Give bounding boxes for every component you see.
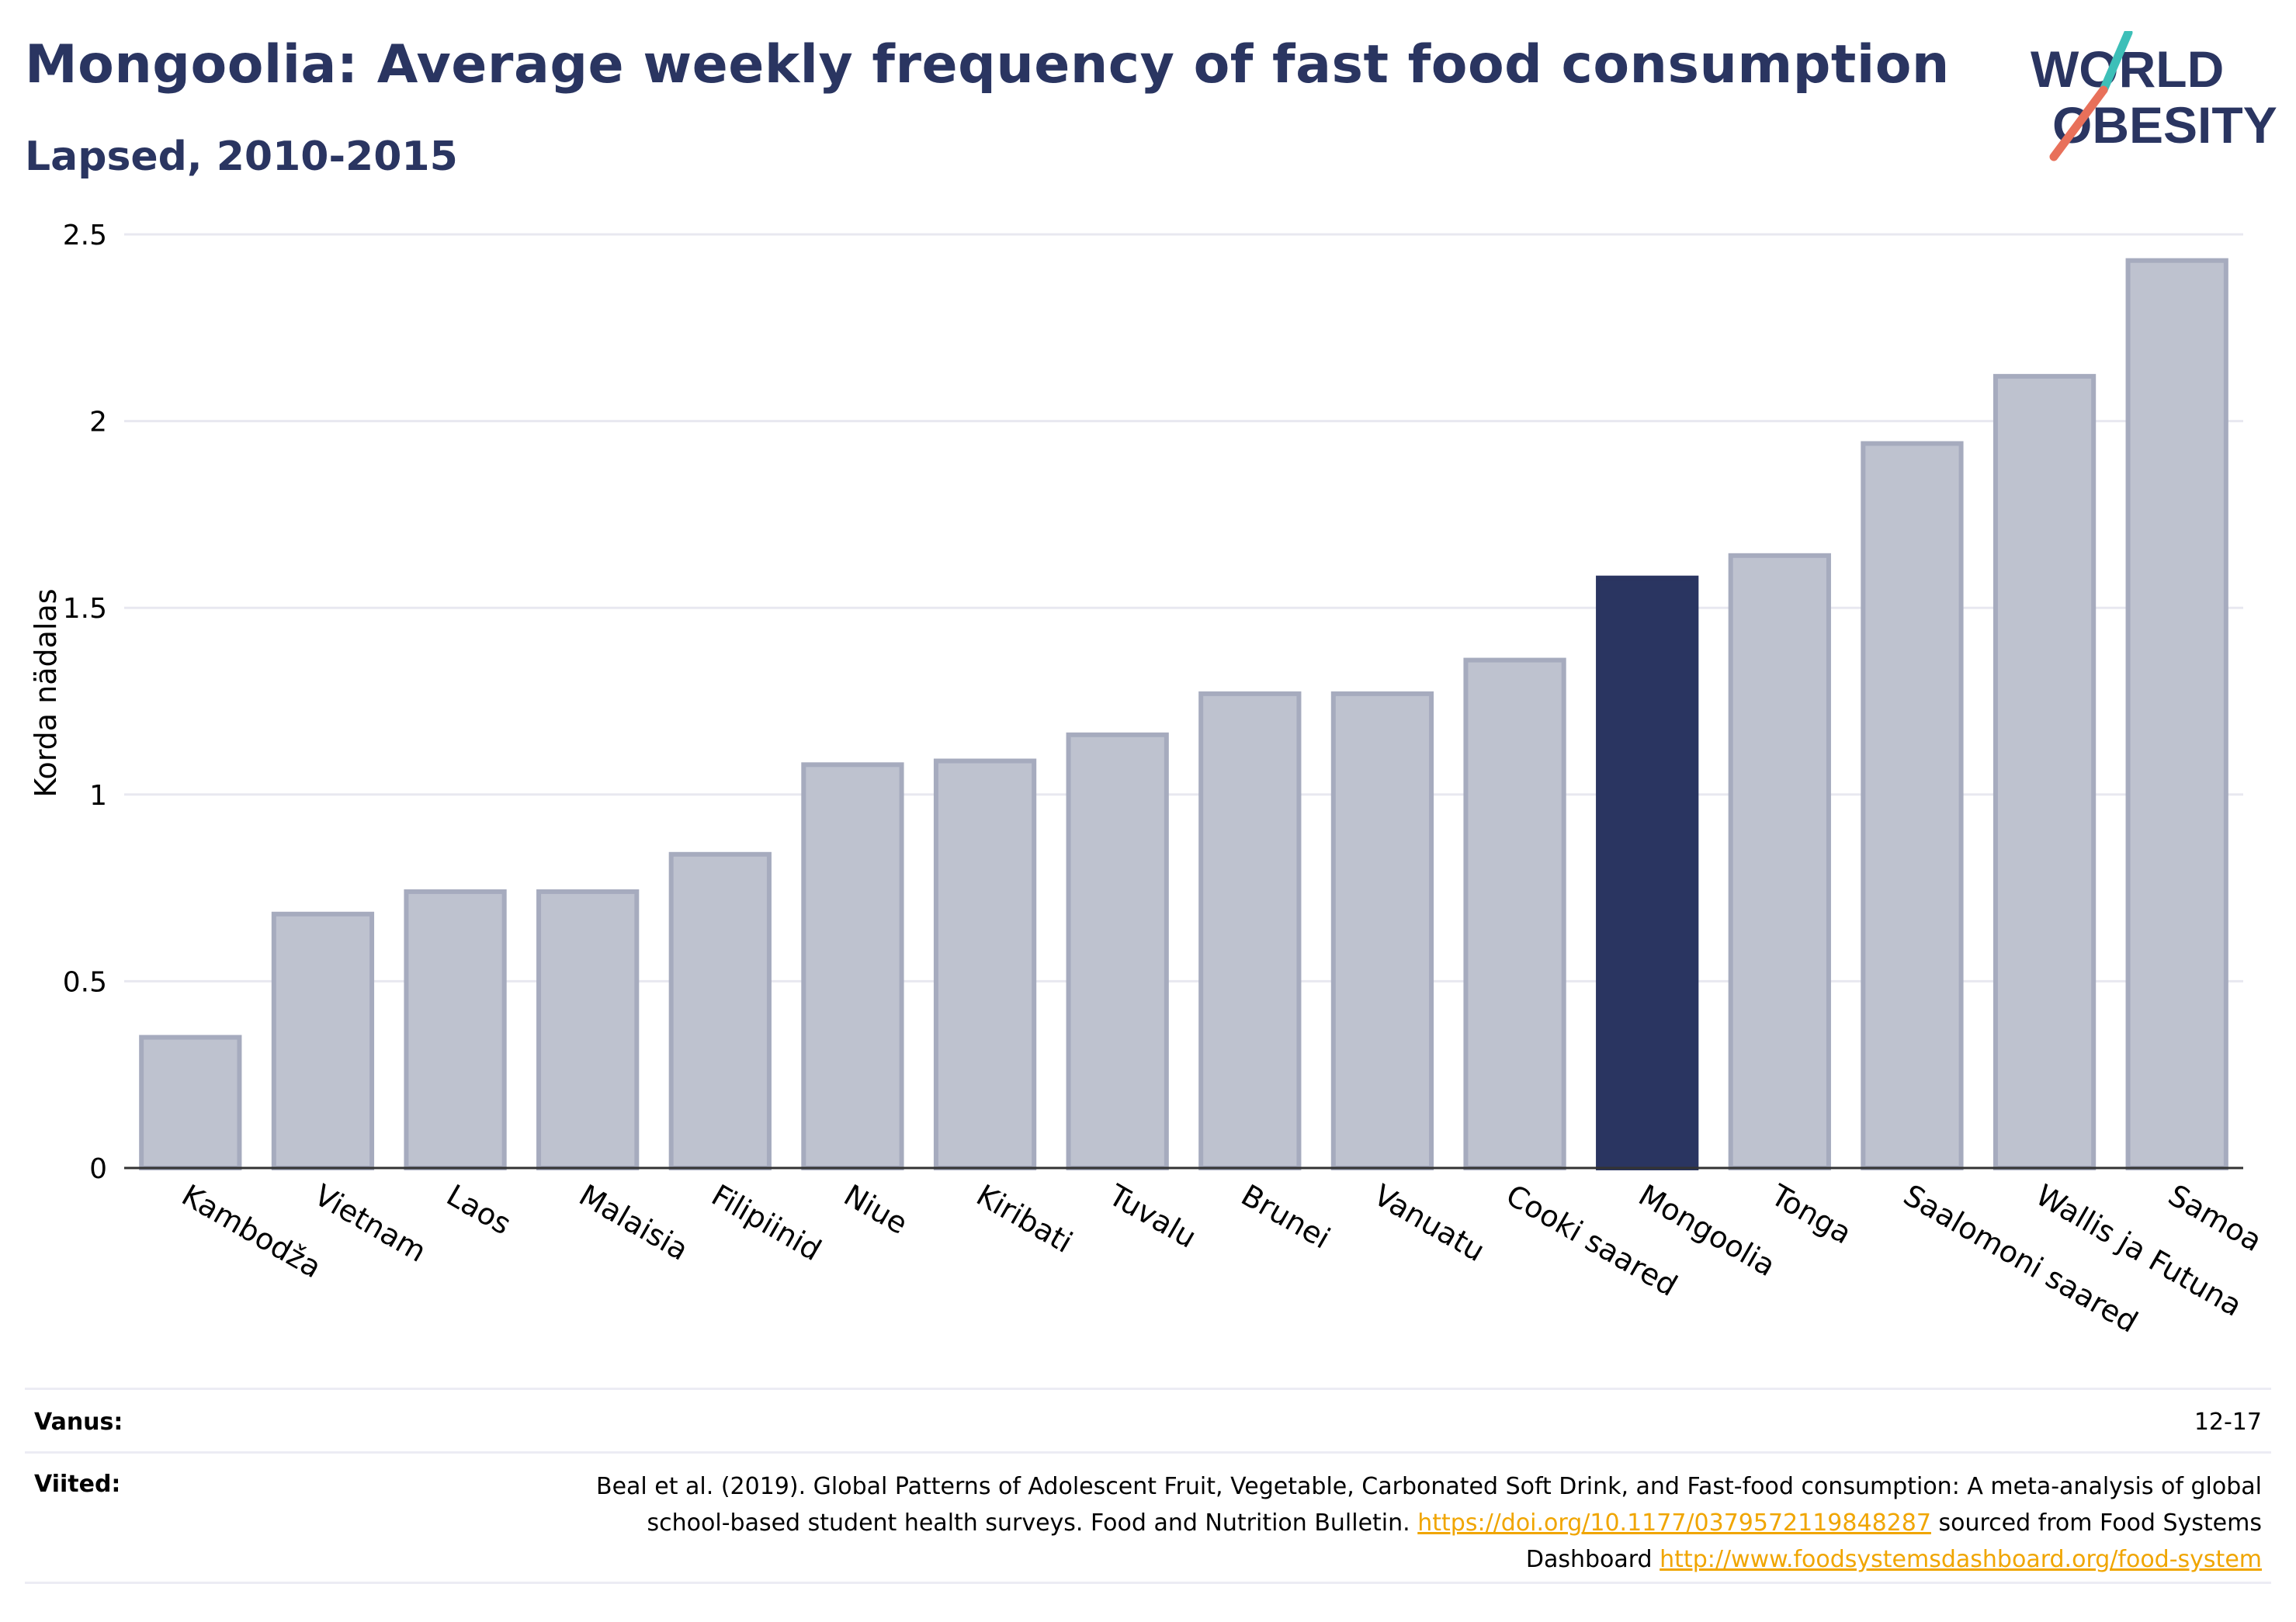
footer-divider-top [25, 1388, 2271, 1390]
x-tick-label: Niue [838, 1178, 914, 1241]
bar-malaisia[interactable] [536, 889, 640, 1170]
y-tick-label: 0.5 [63, 966, 107, 998]
footer-divider-bottom [25, 1582, 2271, 1584]
x-tick-label: Samoa [2162, 1178, 2267, 1259]
bar-vietnam[interactable] [271, 911, 375, 1171]
bar-brunei[interactable] [1198, 691, 1302, 1170]
bar-samoa[interactable] [2125, 258, 2228, 1171]
footer-divider-middle [25, 1451, 2271, 1454]
bar-kiribati[interactable] [933, 758, 1037, 1170]
y-tick-label: 1 [89, 780, 107, 812]
bar-cooki-saared[interactable] [1463, 657, 1566, 1170]
y-tick-label: 1.5 [63, 593, 107, 625]
bar-tonga[interactable] [1728, 553, 1831, 1170]
x-tick-label: Saalomoni saared [1898, 1178, 2144, 1340]
logo-slash-red [2049, 85, 2108, 161]
bar-niue[interactable] [801, 762, 904, 1170]
x-tick-label: Tuvalu [1102, 1177, 1202, 1255]
x-tick-label: Vanuatu [1368, 1178, 1490, 1268]
world-obesity-logo: WORLD OBESITY [2031, 31, 2277, 161]
x-tick-label: Tonga [1764, 1177, 1857, 1250]
bar-vanuatu[interactable] [1330, 691, 1434, 1170]
age-label: Vanus: [34, 1409, 123, 1436]
x-tick-label: Kambodža [176, 1178, 328, 1285]
y-axis-label: Korda nädalas [29, 588, 63, 797]
x-tick-label: Malaisia [574, 1178, 694, 1267]
bar-kambodža[interactable] [139, 1035, 242, 1170]
x-tick-label: Laos [441, 1178, 517, 1242]
bar-wallis-ja-futuna[interactable] [1993, 373, 2097, 1170]
chart-subtitle: Lapsed, 2010-2015 [25, 133, 458, 180]
logo-slash-teal [2099, 31, 2133, 95]
bar-laos[interactable] [404, 889, 507, 1170]
x-tick-label: Kiribati [971, 1178, 1079, 1260]
refs-text-1: Beal et al. (2019). Global Patterns of A… [595, 1473, 2262, 1537]
bar-mongoolia[interactable] [1596, 575, 1699, 1170]
doi-link[interactable]: https://doi.org/10.1177/0379572119848287 [1417, 1509, 1931, 1537]
bar-tuvalu[interactable] [1066, 732, 1169, 1170]
y-tick-label: 0 [89, 1153, 107, 1185]
y-tick-label: 2.5 [63, 220, 107, 251]
bar-filipiinid[interactable] [668, 851, 772, 1170]
bar-saalomoni-saared[interactable] [1861, 441, 1964, 1170]
x-tick-label: Filipiinid [706, 1178, 827, 1267]
chart-title: Mongoolia: Average weekly frequency of f… [25, 34, 1950, 95]
y-tick-label: 2 [89, 407, 107, 438]
references-text: Beal et al. (2019). Global Patterns of A… [593, 1468, 2262, 1578]
age-value: 12-17 [2194, 1409, 2262, 1436]
logo-text-world: WORLD [2031, 40, 2224, 98]
refs-label: Viited: [34, 1471, 121, 1498]
dashboard-link[interactable]: http://www.foodsystemsdashboard.org/food… [1660, 1546, 2262, 1573]
refs-text-2: sourced from Food Systems Dashboard [1525, 1509, 2262, 1573]
x-tick-label: Brunei [1236, 1178, 1336, 1256]
